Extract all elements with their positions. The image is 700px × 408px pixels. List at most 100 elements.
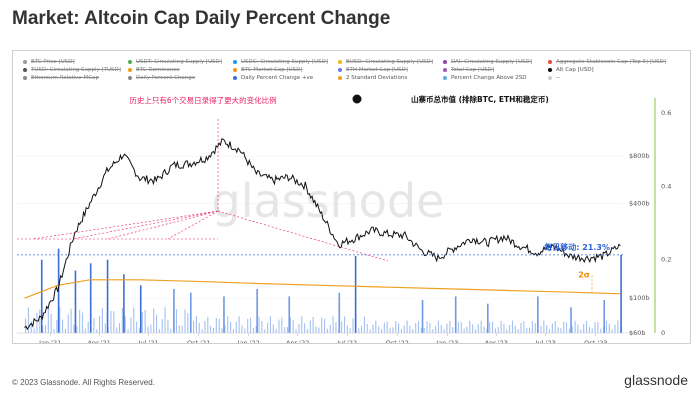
bar xyxy=(449,320,451,333)
bar xyxy=(529,327,531,333)
bar xyxy=(104,323,106,333)
bar xyxy=(500,320,502,333)
sd-label: 2σ xyxy=(578,270,590,279)
legend-item[interactable]: DAI: Circulating Supply [USD] xyxy=(443,59,532,65)
bar xyxy=(232,329,234,333)
bar xyxy=(363,316,365,333)
legend-item[interactable]: BTC Dominance xyxy=(128,67,180,73)
bar xyxy=(56,319,58,333)
bar xyxy=(409,325,411,333)
x-tick-label: Oct '23 xyxy=(584,339,607,343)
bar xyxy=(603,300,606,333)
bar xyxy=(352,318,354,333)
bar xyxy=(309,320,311,333)
bar xyxy=(315,326,317,333)
bar xyxy=(523,321,525,333)
bar xyxy=(210,326,212,333)
bar xyxy=(99,315,101,333)
legend-item[interactable]: Alt Cap [USD] xyxy=(548,67,594,73)
bar xyxy=(150,324,152,333)
bar xyxy=(511,320,514,333)
legend-item[interactable]: BTC Market Cap [USD] xyxy=(233,67,303,73)
bar xyxy=(181,325,183,333)
bar xyxy=(426,321,428,333)
legend-item[interactable]: Daily Percent Change xyxy=(128,75,195,81)
bar xyxy=(261,320,263,333)
bar xyxy=(264,329,266,333)
legend-swatch xyxy=(128,68,132,72)
legend-label: 2 Standard Deviations xyxy=(346,75,408,81)
bar xyxy=(361,325,363,333)
callout-line xyxy=(217,210,389,262)
bar xyxy=(235,321,237,333)
bar xyxy=(395,321,397,333)
bar xyxy=(267,322,269,333)
bar xyxy=(383,322,385,333)
legend-item[interactable]: -- xyxy=(548,75,560,81)
legend-item[interactable]: USDC: Circulating Supply [USD] xyxy=(233,59,328,65)
legend-item[interactable]: BUSD: Circulating Supply [USD] xyxy=(338,59,433,65)
bar xyxy=(324,319,326,333)
bar xyxy=(437,320,440,333)
legend-item[interactable]: Ethereum Relative MCap xyxy=(23,75,99,81)
legend-item[interactable]: 2 Standard Deviations xyxy=(338,75,407,81)
bar xyxy=(269,316,271,333)
bar xyxy=(566,322,568,333)
bar xyxy=(417,321,420,333)
bar xyxy=(59,307,61,333)
bar xyxy=(372,324,374,333)
bar xyxy=(594,322,596,333)
bar xyxy=(155,314,158,333)
callout-line xyxy=(32,210,219,240)
bar xyxy=(570,307,572,333)
bar xyxy=(47,308,49,333)
bar xyxy=(326,328,328,333)
legend-item[interactable]: Total Cap [USD] xyxy=(443,67,494,73)
legend-label: -- xyxy=(556,75,560,81)
legend-item[interactable]: TUSD: Circulating Supply [TUSD] xyxy=(23,67,121,73)
bar xyxy=(247,318,249,333)
bar xyxy=(187,313,189,333)
bar xyxy=(477,324,479,333)
bar xyxy=(551,323,553,333)
bar xyxy=(543,320,545,333)
legend-item[interactable]: Aggregate Stablecoin Cap (Top 5) [USD] xyxy=(548,59,666,65)
legend-label: Percent Change Above 2SD xyxy=(451,75,527,81)
bar xyxy=(349,328,351,333)
bar xyxy=(386,321,388,333)
bar xyxy=(87,321,89,333)
legend-item[interactable]: Daily Percent Change +ve xyxy=(233,75,313,81)
bar xyxy=(207,316,209,333)
legend-swatch xyxy=(233,76,237,80)
bar xyxy=(466,326,468,333)
x-tick-label: Jan '21 xyxy=(38,339,61,343)
legend-item[interactable]: ETH Market Cap [USD] xyxy=(338,67,408,73)
y-left-tick-label: $800b xyxy=(629,152,650,160)
bar xyxy=(173,289,175,333)
bar xyxy=(341,321,343,333)
bar xyxy=(591,328,593,333)
legend-swatch xyxy=(338,76,342,80)
bar xyxy=(608,323,610,333)
bar xyxy=(147,326,149,333)
bar xyxy=(130,317,132,333)
x-tick-label: Apr '22 xyxy=(286,339,309,343)
bar xyxy=(420,327,422,333)
bar xyxy=(144,310,146,333)
callout-line xyxy=(72,210,219,240)
legend-item[interactable]: BTC Price [USD] xyxy=(23,59,75,65)
bar xyxy=(230,321,232,333)
bar xyxy=(164,307,166,333)
watermark: glassnode xyxy=(212,174,445,228)
bar xyxy=(617,320,619,333)
bar xyxy=(73,324,75,333)
legend-label: ETH Market Cap [USD] xyxy=(346,67,408,73)
legend-swatch xyxy=(23,76,27,80)
bar xyxy=(546,325,548,333)
bar xyxy=(62,319,64,333)
bar xyxy=(218,318,220,333)
legend-item[interactable]: Percent Change Above 2SD xyxy=(443,75,526,81)
bar xyxy=(289,317,291,333)
legend-item[interactable]: USDT: Circulating Supply [USD] xyxy=(128,59,222,65)
bar xyxy=(139,285,142,333)
